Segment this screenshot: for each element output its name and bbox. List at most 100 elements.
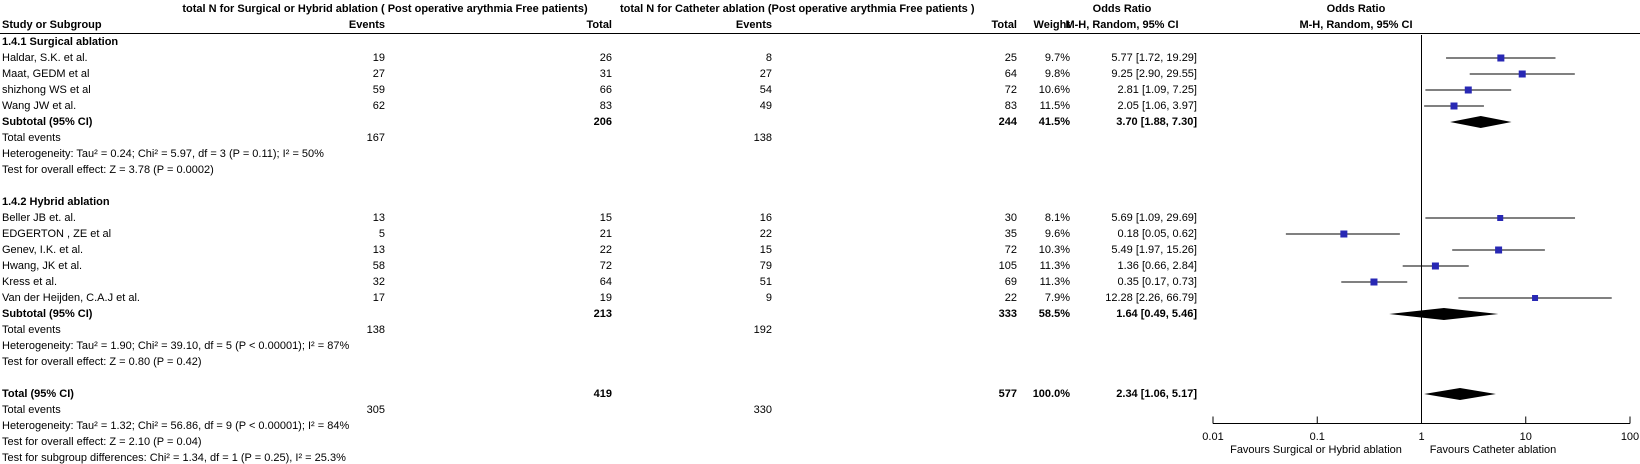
total-catheter-value: 72	[1004, 84, 1017, 96]
total-catheter-value: 22	[1004, 292, 1017, 304]
point-estimate-square	[1450, 102, 1458, 110]
events-row: Total events 305 330	[0, 402, 1212, 418]
study-name: Beller JB et. al.	[2, 212, 76, 224]
odds-ratio-ci-value: 5.77 [1.72, 19.29]	[1111, 52, 1197, 64]
total-surgical-value: 66	[599, 84, 612, 96]
col-events-catheter: Events	[735, 19, 772, 31]
study-name: Haldar, S.K. et al.	[2, 52, 88, 64]
point-estimate-square	[1340, 230, 1348, 238]
total-surgical-value: 31	[599, 68, 612, 80]
odds-ratio-ci-value: 5.49 [1.97, 15.26]	[1111, 244, 1197, 256]
total-events-surgical-value: 167	[366, 132, 385, 144]
events-row: Total events 167 138	[0, 130, 1212, 146]
statistics-note: Test for overall effect: Z = 3.78 (P = 0…	[2, 164, 214, 176]
weight-value: 8.1%	[1044, 212, 1070, 224]
point-estimate-square	[1370, 278, 1378, 286]
statistics-note: Test for overall effect: Z = 2.10 (P = 0…	[2, 436, 202, 448]
weight-value: 10.6%	[1038, 84, 1070, 96]
study-row: Hwang, JK et al. 58 72 79 105 11.3% 1.36 [0.66…	[0, 258, 1212, 274]
odds-ratio-ci-value: 0.18 [0.05, 0.62]	[1117, 228, 1197, 240]
odds-ratio-plot-title: Odds Ratio	[1326, 3, 1386, 15]
total-catheter-value: 64	[1004, 68, 1017, 80]
odds-ratio-ci-value: 5.69 [1.09, 29.69]	[1111, 212, 1197, 224]
statistics-note: Test for subgroup differences: Chi² = 1.…	[2, 452, 346, 464]
header-row-columns: Study or Subgroup Events Total Events To…	[0, 17, 1640, 33]
col-events-surgical: Events	[348, 19, 385, 31]
x-axis-tick-label: 1	[1418, 431, 1424, 443]
subtotal-row: Subtotal (95% CI) 206 244 41.5% 3.70 [1.88, …	[0, 114, 1212, 130]
study-name: Van der Heijden, C.A.J et al.	[2, 292, 140, 304]
subgroup-title: 1.4.2 Hybrid ablation	[2, 196, 110, 208]
subtotal-diamond	[1450, 116, 1512, 128]
subgroup-title: 1.4.1 Surgical ablation	[2, 36, 119, 48]
total-events-catheter-value: 330	[753, 404, 772, 416]
weight-value: 11.3%	[1039, 260, 1070, 272]
events-catheter-value: 22	[759, 228, 772, 240]
point-estimate-square	[1518, 70, 1526, 78]
study-row: Wang JW et al. 62 83 49 83 11.5% 2.05 [1.06, 3…	[0, 98, 1212, 114]
total-catheter-value: 69	[1004, 276, 1017, 288]
plot-mh-random-ci: M-H, Random, 95% CI	[1299, 19, 1413, 31]
total-events-surgical-value: 138	[366, 324, 385, 336]
study-name: shizhong WS et al	[2, 84, 91, 96]
total-surgical-value: 419	[593, 388, 612, 400]
total-events-label: Total events	[2, 324, 61, 336]
total-surgical-value: 83	[599, 100, 612, 112]
events-catheter-value: 16	[759, 212, 772, 224]
odds-ratio-column-title: Odds Ratio	[1092, 3, 1152, 15]
point-estimate-square	[1431, 262, 1439, 270]
total-label: Total (95% CI)	[2, 388, 74, 400]
section-row: 1.4.1 Surgical ablation	[0, 34, 1212, 50]
col-study-or-subgroup: Study or Subgroup	[2, 19, 102, 31]
note-row: Test for overall effect: Z = 0.80 (P = 0…	[0, 354, 1212, 370]
x-axis-tick-label: 100	[1621, 431, 1639, 443]
total-surgical-value: 72	[599, 260, 612, 272]
axis-caption-favours-surgical: Favours Surgical or Hybrid ablation	[1230, 444, 1402, 456]
events-surgical-value: 59	[372, 84, 385, 96]
axis-caption-favours-catheter: Favours Catheter ablation	[1430, 444, 1557, 456]
odds-ratio-ci-value: 0.35 [0.17, 0.73]	[1117, 276, 1197, 288]
col-total-surgical: Total	[586, 19, 612, 31]
odds-ratio-ci-value: 1.36 [0.66, 2.84]	[1117, 260, 1197, 272]
total-events-catheter-value: 138	[753, 132, 772, 144]
total-surgical-value: 206	[593, 116, 612, 128]
statistics-note: Heterogeneity: Tau² = 1.90; Chi² = 39.10…	[2, 340, 350, 352]
weight-value: 9.8%	[1044, 68, 1070, 80]
events-surgical-value: 27	[372, 68, 385, 80]
note-row: Heterogeneity: Tau² = 1.90; Chi² = 39.10…	[0, 338, 1212, 354]
statistics-note: Heterogeneity: Tau² = 1.32; Chi² = 56.86…	[2, 420, 350, 432]
point-estimate-square	[1464, 86, 1472, 94]
x-axis-tick-label: 0.01	[1202, 431, 1223, 443]
study-row: Genev, I.K. et al. 13 22 15 72 10.3% 5.49 [1.9…	[0, 242, 1212, 258]
total-catheter-value: 72	[1004, 244, 1017, 256]
point-estimate-square	[1495, 246, 1503, 254]
point-estimate-square	[1532, 295, 1539, 301]
point-estimate-square	[1497, 215, 1504, 221]
statistics-note: Heterogeneity: Tau² = 0.24; Chi² = 5.97,…	[2, 148, 324, 160]
header-divider	[0, 33, 1640, 34]
study-row: shizhong WS et al 59 66 54 72 10.6% 2.81 [1.09…	[0, 82, 1212, 98]
total-catheter-value: 25	[1004, 52, 1017, 64]
note-row: Heterogeneity: Tau² = 0.24; Chi² = 5.97,…	[0, 146, 1212, 162]
total-catheter-value: 35	[1004, 228, 1017, 240]
study-row: Kress et al. 32 64 51 69 11.3% 0.35 [0.17, 0.7…	[0, 274, 1212, 290]
note-row: Heterogeneity: Tau² = 1.32; Chi² = 56.86…	[0, 418, 1212, 434]
events-surgical-value: 5	[378, 228, 385, 240]
total-events-label: Total events	[2, 404, 61, 416]
total-catheter-value: 577	[998, 388, 1017, 400]
weight-value: 41.5%	[1038, 116, 1070, 128]
study-row: EDGERTON , ZE et al 5 21 22 35 9.6% 0.18 [0.05…	[0, 226, 1212, 242]
section-row: 1.4.2 Hybrid ablation	[0, 194, 1212, 210]
total-events-label: Total events	[2, 132, 61, 144]
weight-value: 7.9%	[1044, 292, 1070, 304]
odds-ratio-ci-value: 3.70 [1.88, 7.30]	[1116, 116, 1197, 128]
total-events-surgical-value: 305	[366, 404, 385, 416]
study-row: Maat, GEDM et al 27 31 27 64 9.8% 9.25 [2.90, …	[0, 66, 1212, 82]
events-surgical-value: 62	[372, 100, 385, 112]
x-axis-tick-label: 10	[1520, 431, 1532, 443]
odds-ratio-ci-value: 2.34 [1.06, 5.17]	[1116, 388, 1197, 400]
study-name: Genev, I.K. et al.	[2, 244, 84, 256]
total-catheter-value: 105	[998, 260, 1017, 272]
subtotal-label: Subtotal (95% CI)	[2, 308, 93, 320]
study-row: Beller JB et. al. 13 15 16 30 8.1% 5.69 [1.09,…	[0, 210, 1212, 226]
